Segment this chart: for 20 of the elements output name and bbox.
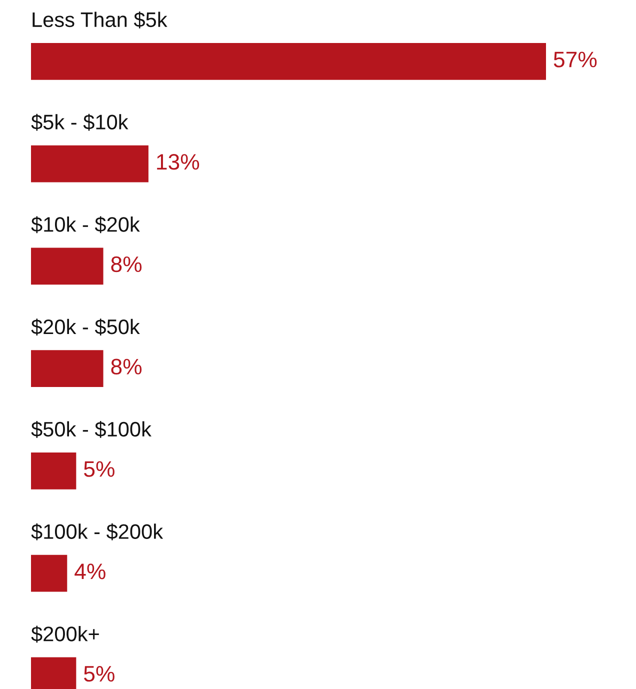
data-label: 8% xyxy=(111,358,142,375)
bar xyxy=(31,43,546,80)
bar xyxy=(31,452,76,490)
bar xyxy=(31,350,104,387)
y-tick-label: $10k - $20k xyxy=(31,216,140,234)
data-label: 4% xyxy=(74,564,106,580)
y-tick-label: $200k+ xyxy=(31,626,99,643)
data-label: 57% xyxy=(554,52,597,68)
bar xyxy=(31,554,68,592)
data-label: 13% xyxy=(157,154,200,170)
y-tick-label: Less Than $5k xyxy=(32,11,168,28)
y-tick-label: $50k - $100k xyxy=(31,420,152,438)
bar xyxy=(31,248,104,285)
y-tick-label: $5k - $10k xyxy=(31,114,128,131)
data-label: 5% xyxy=(84,666,114,682)
bar xyxy=(31,145,148,182)
data-label: 5% xyxy=(84,461,114,477)
y-tick-label: $100k - $200k xyxy=(31,523,164,540)
y-tick-label: $20k - $50k xyxy=(31,318,140,336)
data-label: 8% xyxy=(111,256,142,272)
